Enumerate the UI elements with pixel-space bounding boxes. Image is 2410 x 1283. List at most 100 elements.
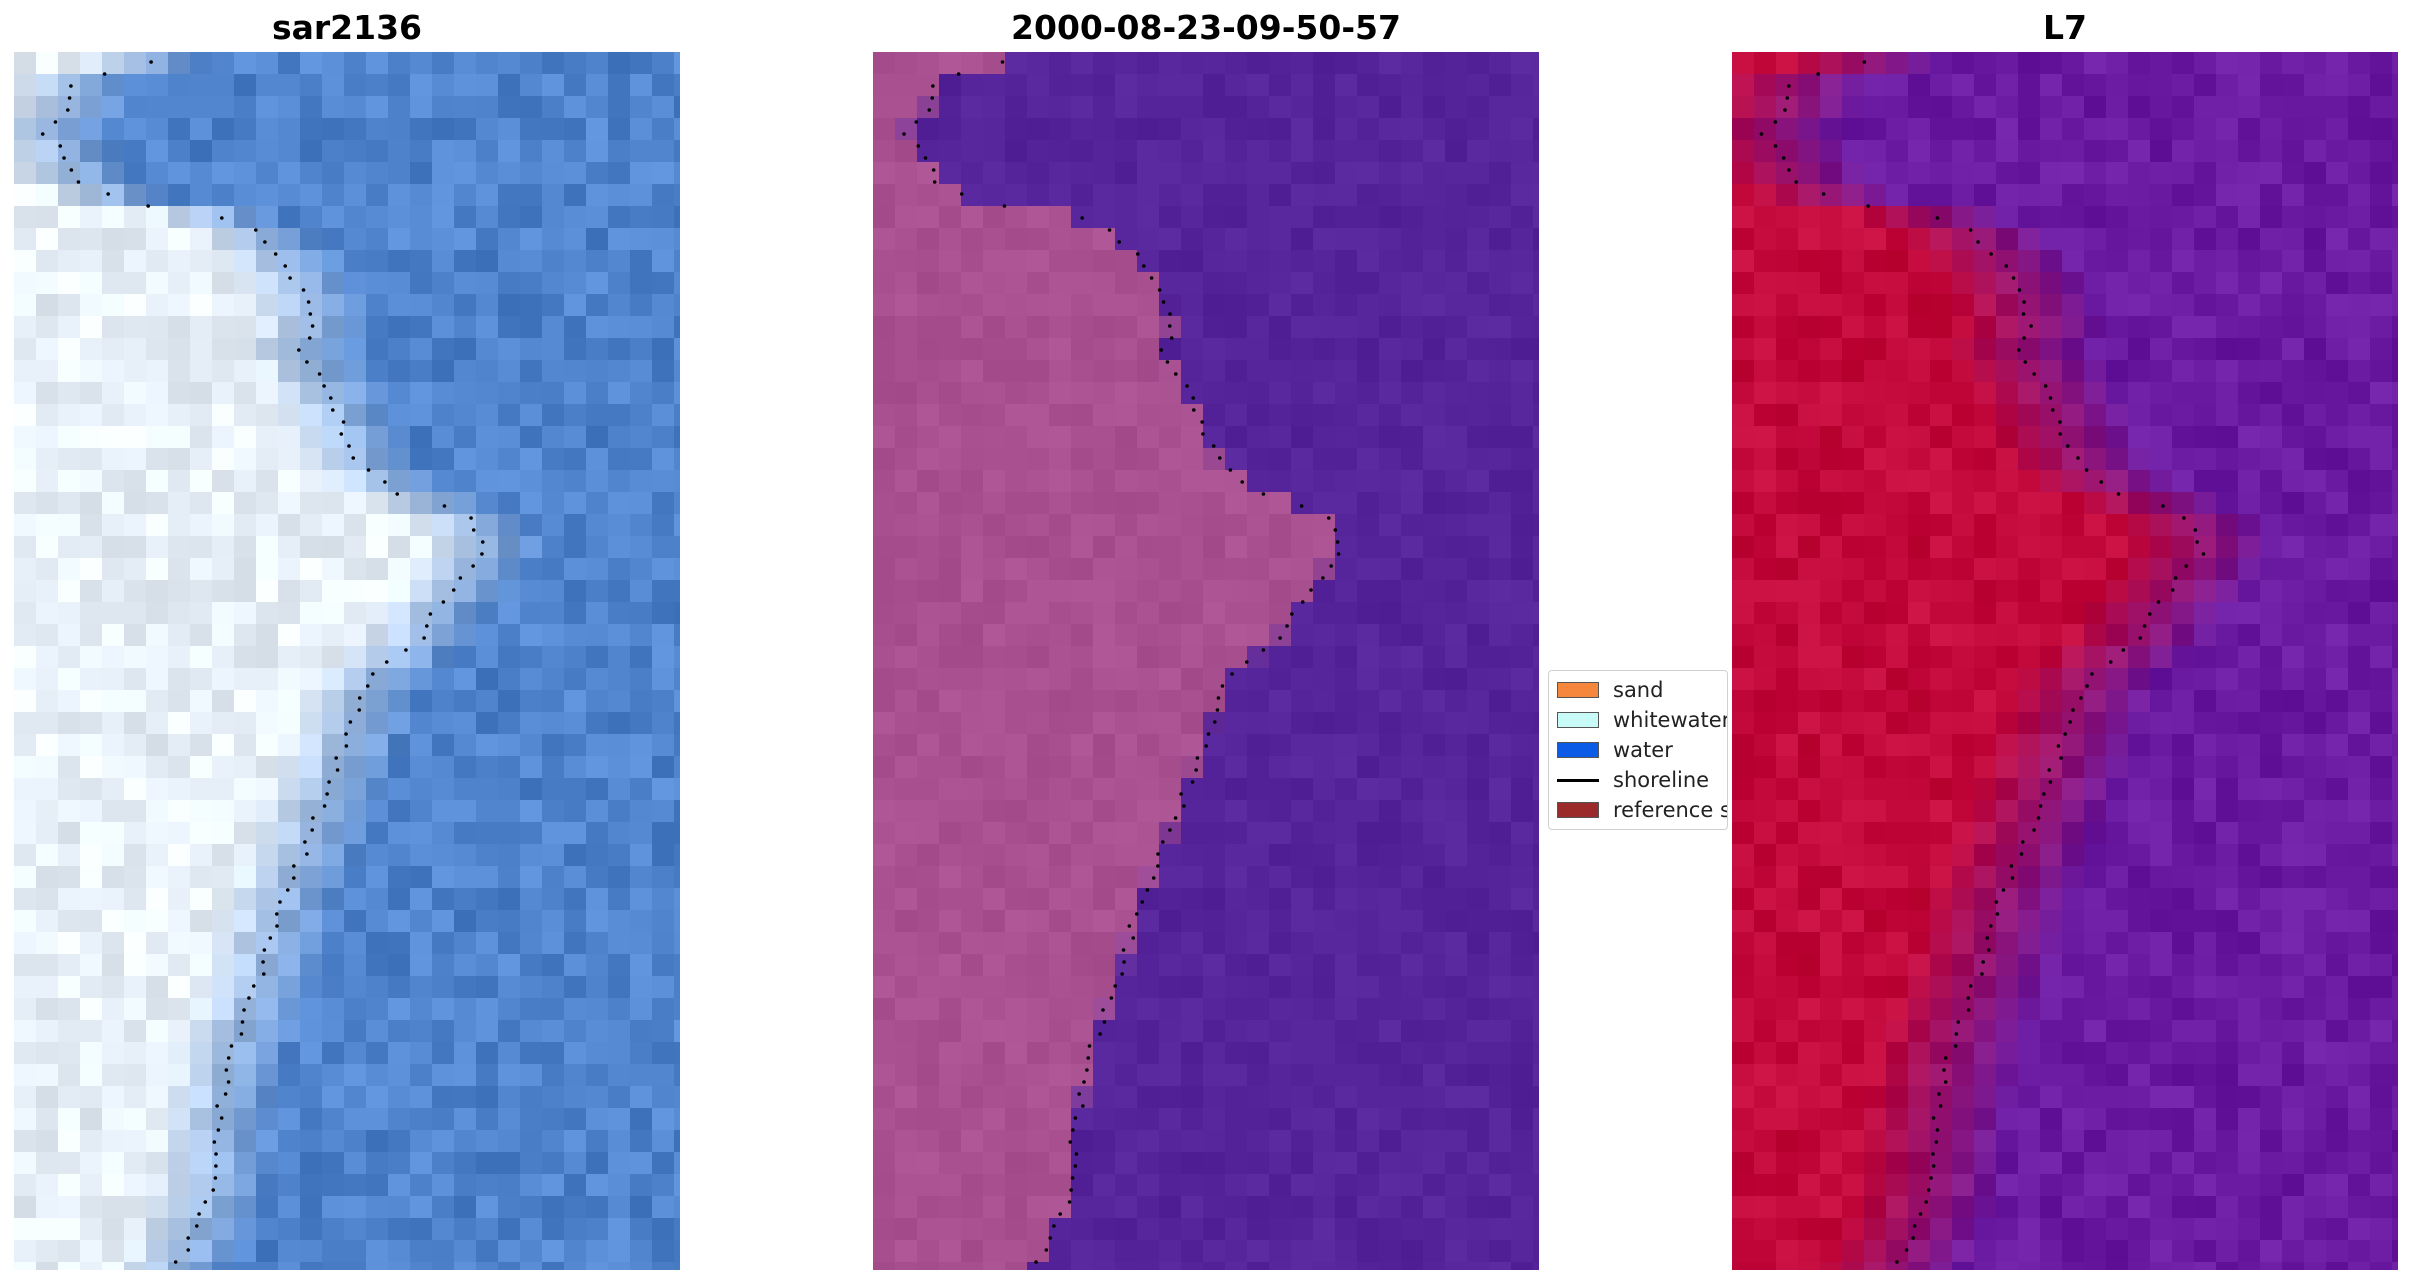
image-pixel — [124, 1218, 147, 1241]
image-pixel — [1842, 206, 1865, 229]
image-pixel — [2040, 316, 2063, 339]
image-pixel — [1732, 272, 1755, 295]
image-pixel — [58, 910, 81, 933]
image-pixel — [1511, 668, 1534, 691]
image-pixel — [212, 646, 235, 669]
image-pixel — [2128, 316, 2151, 339]
image-pixel — [2260, 558, 2283, 581]
image-pixel — [344, 800, 367, 823]
image-pixel — [322, 74, 345, 97]
image-pixel — [1423, 52, 1446, 75]
image-pixel — [873, 580, 896, 603]
image-pixel — [1357, 1218, 1380, 1241]
image-pixel — [1225, 162, 1248, 185]
image-pixel — [1093, 206, 1116, 229]
image-pixel — [234, 426, 257, 449]
image-pixel — [1754, 140, 1777, 163]
image-pixel — [234, 118, 257, 141]
image-pixel — [1137, 140, 1160, 163]
image-pixel — [983, 118, 1006, 141]
image-pixel — [322, 976, 345, 999]
image-pixel — [146, 404, 169, 427]
image-pixel — [278, 734, 301, 757]
image-pixel — [2370, 910, 2393, 933]
image-pixel — [1930, 382, 1953, 405]
image-pixel — [630, 184, 653, 207]
image-pixel — [1996, 602, 2019, 625]
image-pixel — [1137, 118, 1160, 141]
image-pixel — [2150, 316, 2173, 339]
image-pixel — [1732, 360, 1755, 383]
image-pixel — [1247, 1064, 1270, 1087]
image-pixel — [1225, 602, 1248, 625]
image-pixel — [14, 778, 37, 801]
shoreline-point — [335, 768, 340, 772]
image-pixel — [1732, 316, 1755, 339]
image-pixel — [1379, 910, 1402, 933]
image-pixel — [1489, 646, 1512, 669]
image-pixel — [1313, 74, 1336, 97]
image-pixel — [168, 910, 191, 933]
image-pixel — [410, 888, 433, 911]
image-pixel — [234, 690, 257, 713]
image-pixel — [1181, 756, 1204, 779]
image-pixel — [300, 1064, 323, 1087]
image-pixel — [102, 646, 125, 669]
image-pixel — [1071, 1020, 1094, 1043]
image-pixel — [2326, 316, 2349, 339]
image-pixel — [608, 558, 631, 581]
image-pixel — [2084, 470, 2107, 493]
image-pixel — [895, 910, 918, 933]
image-pixel — [542, 756, 565, 779]
image-pixel — [1423, 360, 1446, 383]
image-pixel — [476, 1240, 499, 1263]
image-pixel — [124, 272, 147, 295]
image-pixel — [895, 976, 918, 999]
image-pixel — [2018, 756, 2041, 779]
image-pixel — [2238, 52, 2261, 75]
image-pixel — [454, 954, 477, 977]
image-pixel — [630, 910, 653, 933]
image-pixel — [542, 492, 565, 515]
shoreline-point — [480, 540, 485, 544]
image-pixel — [1423, 206, 1446, 229]
image-pixel — [102, 338, 125, 361]
shoreline-point — [932, 180, 937, 184]
image-pixel — [2392, 492, 2398, 515]
image-pixel — [1776, 52, 1799, 75]
image-pixel — [102, 866, 125, 889]
image-pixel — [212, 96, 235, 119]
image-pixel — [278, 382, 301, 405]
image-pixel — [1181, 1020, 1204, 1043]
image-pixel — [2238, 404, 2261, 427]
image-pixel — [366, 866, 389, 889]
image-pixel — [1203, 1218, 1226, 1241]
image-pixel — [2106, 514, 2129, 537]
image-pixel — [2304, 162, 2327, 185]
image-pixel — [674, 1064, 680, 1087]
image-pixel — [454, 426, 477, 449]
image-pixel — [520, 1240, 543, 1263]
image-pixel — [454, 448, 477, 471]
image-pixel — [124, 888, 147, 911]
image-pixel — [322, 822, 345, 845]
image-pixel — [432, 1130, 455, 1153]
image-pixel — [542, 426, 565, 449]
image-pixel — [1489, 382, 1512, 405]
image-pixel — [1974, 470, 1997, 493]
image-pixel — [1027, 448, 1050, 471]
image-pixel — [917, 1152, 940, 1175]
image-pixel — [2304, 360, 2327, 383]
shoreline-point — [365, 684, 370, 688]
image-pixel — [1203, 140, 1226, 163]
image-pixel — [102, 910, 125, 933]
image-pixel — [2172, 514, 2195, 537]
image-pixel — [1423, 1086, 1446, 1109]
image-pixel — [212, 272, 235, 295]
image-pixel — [1071, 184, 1094, 207]
image-pixel — [256, 844, 279, 867]
image-pixel — [1291, 316, 1314, 339]
image-pixel — [586, 118, 609, 141]
image-pixel — [630, 932, 653, 955]
image-pixel — [1996, 272, 2019, 295]
